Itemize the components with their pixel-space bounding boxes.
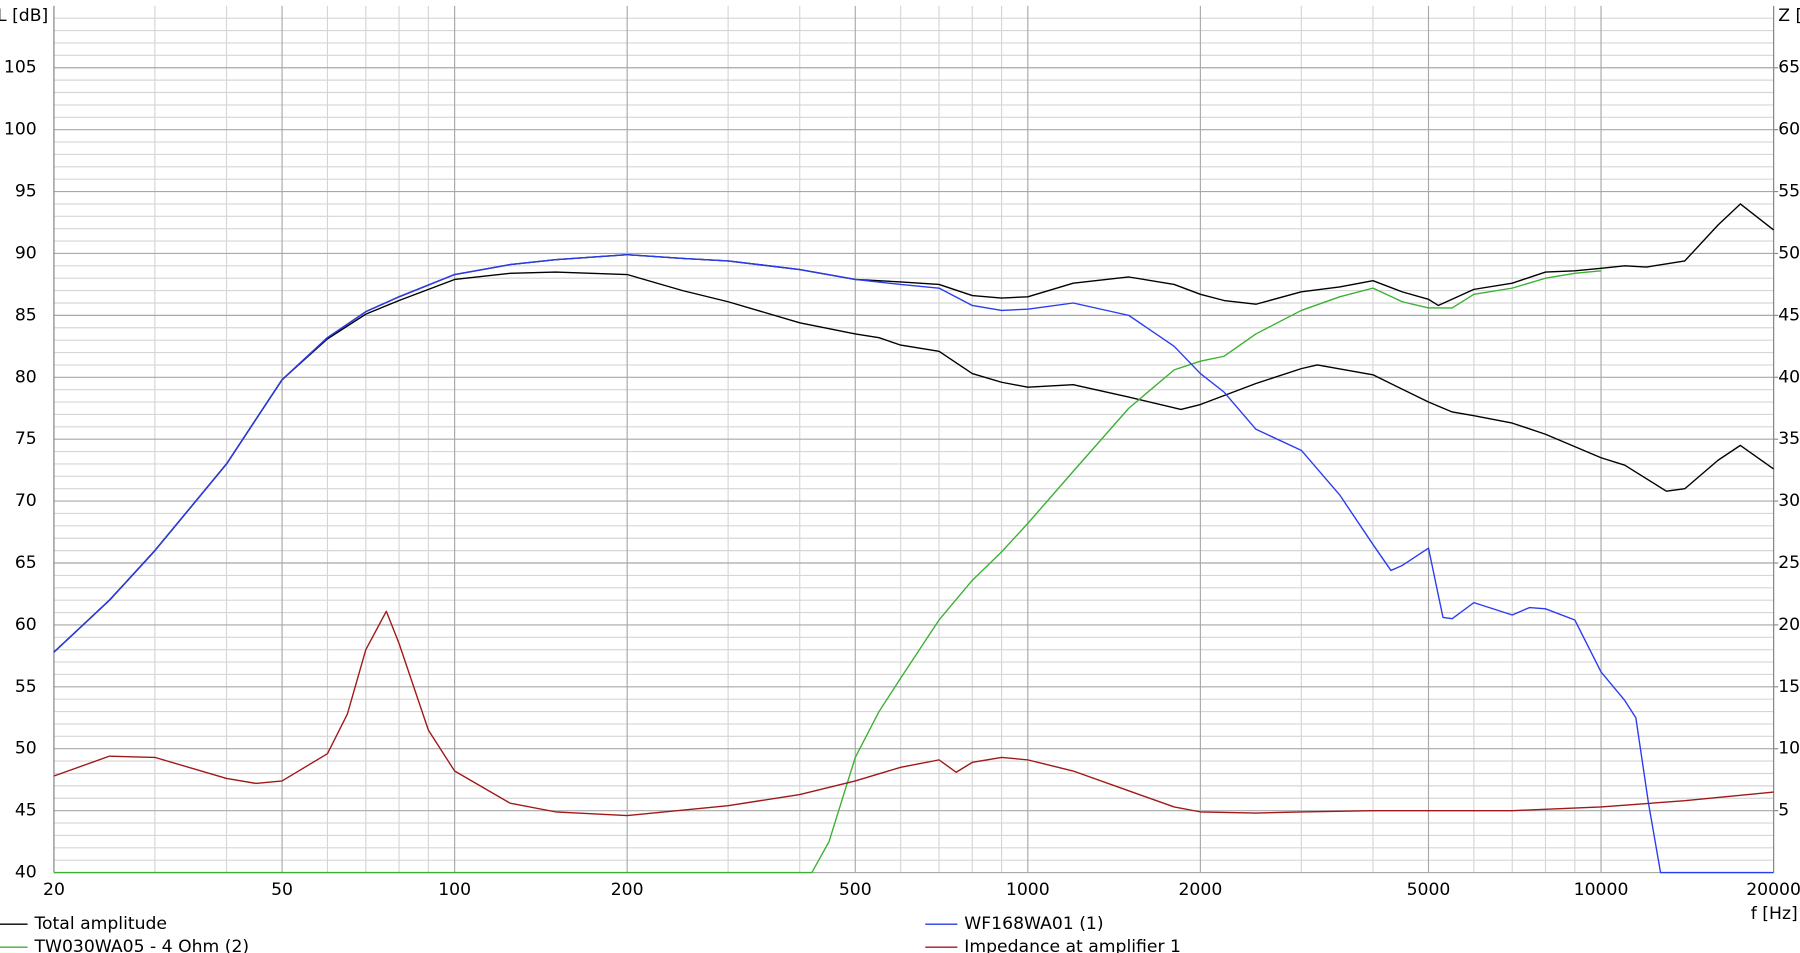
labels: 40 45 50 55 60 65 70 75 80 85 90 95 100 105 5 10 15 20 25 3…: [0, 58, 1800, 953]
y-tick-label: 60: [15, 615, 37, 635]
x-tick-label: 50: [271, 880, 293, 900]
legend-label: Impedance at amplifier 1: [964, 937, 1181, 953]
grid: [53, 5, 1779, 874]
y2-tick-label: 65: [1778, 58, 1800, 78]
y-tick-label: 95: [15, 182, 37, 202]
y2-tick-label: 10: [1778, 739, 1800, 759]
x-tick-label: 200: [611, 880, 644, 900]
y2-tick-label: 40: [1778, 367, 1800, 387]
y2-tick-label: 35: [1778, 429, 1800, 449]
series-line: [53, 254, 1774, 874]
y2-tick-label: 30: [1778, 491, 1800, 511]
y-tick-label: 80: [15, 367, 37, 387]
y2-tick-label: 45: [1778, 305, 1800, 325]
y-tick-label: 50: [15, 739, 37, 759]
y-tick-label: 40: [15, 863, 37, 883]
y2-tick-label: 60: [1778, 120, 1800, 140]
y2-axis-label: Z [: [1778, 6, 1800, 26]
x-tick-label: 10000: [1574, 880, 1629, 900]
plot-lines: [53, 203, 1775, 874]
y-tick-label: 65: [15, 553, 37, 573]
x-tick-label: 20000: [1746, 880, 1800, 900]
y-axis-label: L [dB]: [0, 6, 48, 26]
y2-tick-label: 5: [1778, 801, 1789, 821]
y-tick-label: 100: [4, 120, 37, 140]
series-line: [53, 610, 1774, 817]
y-tick-label: 90: [15, 243, 37, 263]
series-line: [53, 270, 1602, 874]
y-tick-label: 105: [4, 58, 37, 78]
y-tick-label: 70: [15, 491, 37, 511]
x-tick-label: 500: [839, 880, 872, 900]
y-tick-label: 55: [15, 677, 37, 697]
x-axis-label: f [Hz]: [1751, 904, 1798, 924]
series-line: [53, 271, 1774, 653]
x-tick-label: 5000: [1407, 880, 1451, 900]
y2-tick-label: 50: [1778, 243, 1800, 263]
legend-label: Total amplitude: [33, 914, 167, 934]
x-tick-label: 100: [438, 880, 471, 900]
y2-tick-label: 55: [1778, 182, 1800, 202]
x-tick-label: 2000: [1178, 880, 1222, 900]
y2-tick-label: 25: [1778, 553, 1800, 573]
x-tick-label: 1000: [1006, 880, 1050, 900]
legend-label: TW030WA05 - 4 Ohm (2): [33, 937, 249, 953]
y2-tick-label: 20: [1778, 615, 1800, 635]
y2-tick-label: 15: [1778, 677, 1800, 697]
y-tick-label: 45: [15, 801, 37, 821]
x-tick-label: 20: [43, 880, 65, 900]
legend-label: WF168WA01 (1): [964, 914, 1103, 934]
y-tick-label: 75: [15, 429, 37, 449]
y-tick-label: 85: [15, 305, 37, 325]
